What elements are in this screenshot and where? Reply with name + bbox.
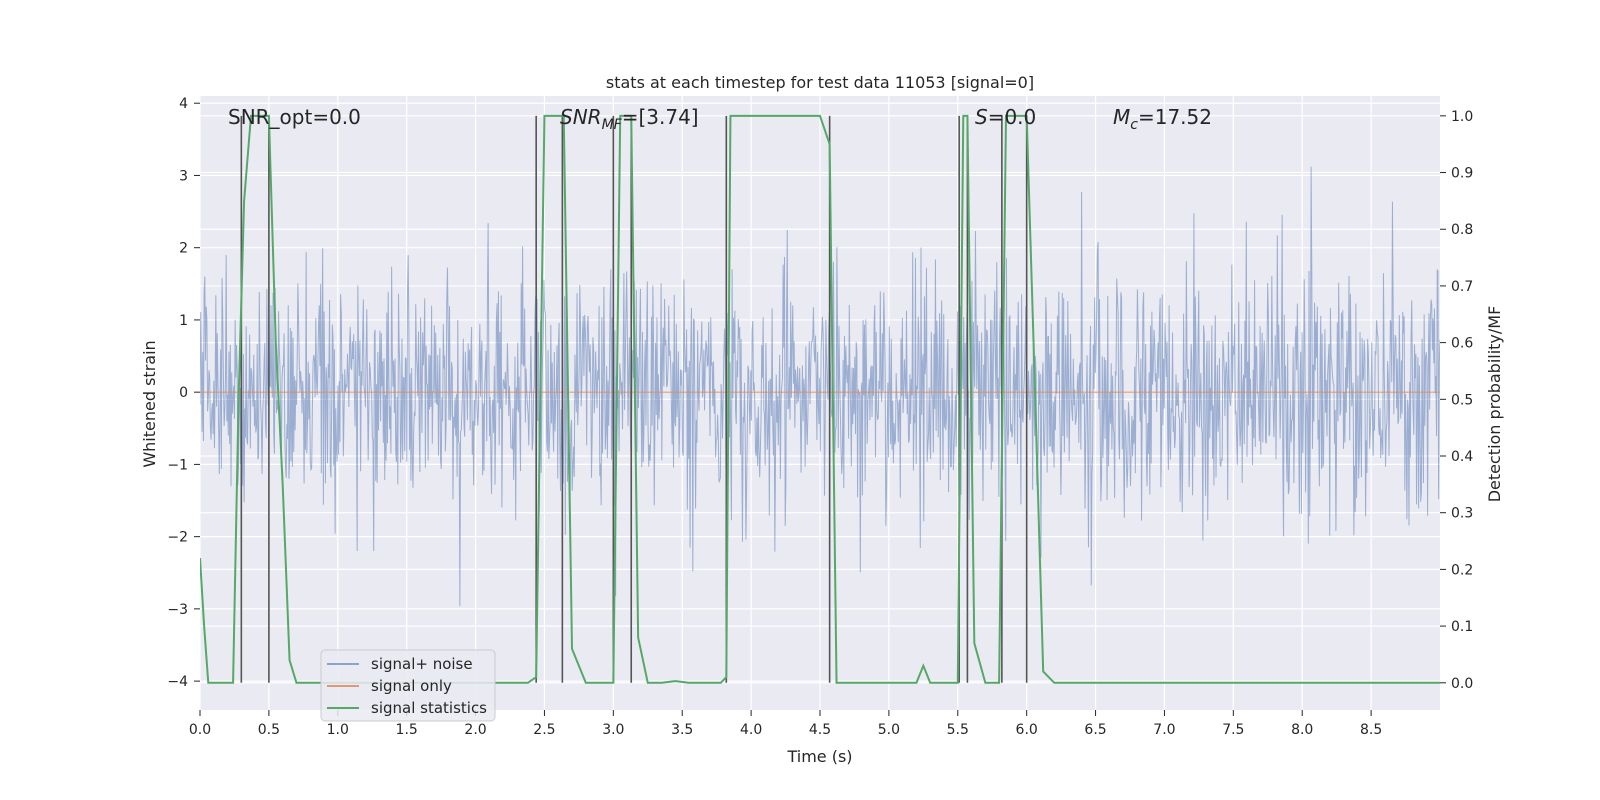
annotation-s-value: =0.0 — [988, 105, 1037, 129]
y-left-tick-label: 3 — [179, 168, 188, 184]
y-left-tick-label: 4 — [179, 96, 188, 112]
y-left-tick-label: 0 — [179, 385, 188, 401]
legend-label-noise: signal+ noise — [371, 655, 473, 673]
y-right-tick-label: 0.6 — [1451, 336, 1473, 352]
x-tick-label: 5.5 — [947, 722, 969, 738]
annotation-mc: Mc=17.52 — [1113, 105, 1212, 133]
annotation-snr-opt: SNR_opt=0.0 — [228, 105, 361, 129]
y-right-tick-label: 0.8 — [1451, 222, 1473, 238]
x-tick-label: 4.5 — [809, 722, 831, 738]
y-right-axis-ticks: 1.0 0.9 0.8 0.7 0.6 0.5 0.4 0.3 0.2 0.1 0.0 — [1440, 109, 1473, 692]
x-tick-label: 0.0 — [189, 722, 211, 738]
y-right-tick-label: 0.7 — [1451, 279, 1473, 295]
x-tick-label: 2.5 — [533, 722, 555, 738]
y-right-tick-label: 0.3 — [1451, 506, 1473, 522]
x-axis-ticks: 0.0 0.5 1.0 1.5 2.0 2.5 3.0 3.5 4.0 4.5 5.0 5.5 6.0 6… — [189, 710, 1382, 738]
y-left-tick-label: −3 — [167, 602, 188, 618]
chart-title: stats at each timestep for test data 110… — [606, 73, 1034, 92]
legend-label-signal-only: signal only — [371, 677, 452, 695]
y-right-tick-label: 0.9 — [1451, 166, 1473, 182]
x-tick-label: 7.5 — [1222, 722, 1244, 738]
x-tick-label: 3.5 — [671, 722, 693, 738]
y-right-tick-label: 0.4 — [1451, 449, 1473, 465]
x-tick-label: 5.0 — [878, 722, 900, 738]
annotation-mc-value: =17.52 — [1138, 105, 1212, 129]
annotation-mc-symbol: M — [1113, 105, 1130, 129]
annotation-snr-mf-symbol: SNR — [560, 105, 602, 129]
y-left-tick-label: 1 — [179, 313, 188, 329]
y-right-tick-label: 0.5 — [1451, 392, 1473, 408]
x-tick-label: 1.0 — [327, 722, 349, 738]
x-tick-label: 6.0 — [1016, 722, 1038, 738]
y-left-axis-title: Whitened strain — [140, 340, 159, 467]
annotation-snr-mf: SNRMF=[3.74] — [560, 105, 699, 133]
y-left-tick-label: −2 — [167, 530, 188, 546]
legend-box — [320, 649, 496, 722]
y-left-tick-label: 2 — [179, 241, 188, 257]
annotation-s: S=0.0 — [975, 105, 1036, 129]
annotation-s-symbol: S — [975, 105, 988, 129]
x-tick-label: 7.0 — [1153, 722, 1175, 738]
series-signal-statistics — [200, 114, 1440, 684]
x-tick-label: 8.5 — [1360, 722, 1382, 738]
x-tick-label: 1.5 — [396, 722, 418, 738]
x-tick-label: 8.0 — [1291, 722, 1313, 738]
y-left-tick-label: −4 — [167, 674, 188, 690]
y-right-tick-label: 0.1 — [1451, 619, 1473, 635]
x-tick-label: 0.5 — [258, 722, 280, 738]
x-axis-title: Time (s) — [786, 747, 852, 766]
x-tick-label: 6.5 — [1084, 722, 1106, 738]
legend-label-statistics: signal statistics — [371, 699, 487, 717]
y-left-tick-label: −1 — [167, 457, 188, 473]
y-right-tick-label: 0.0 — [1451, 676, 1473, 692]
y-right-tick-label: 1.0 — [1451, 109, 1473, 125]
x-tick-label: 3.0 — [602, 722, 624, 738]
x-tick-label: 2.0 — [464, 722, 486, 738]
y-right-axis-title: Detection probability/MF — [1485, 306, 1504, 503]
annotation-mc-subscript: c — [1130, 117, 1138, 133]
series-signal-plus-noise — [200, 166, 1440, 607]
x-tick-label: 4.0 — [740, 722, 762, 738]
detection-vertical-lines — [240, 115, 1028, 683]
y-left-axis-ticks: 4 3 2 1 0 −1 −2 −3 −4 — [167, 96, 200, 690]
annotation-snr-mf-subscript: MF — [602, 117, 623, 133]
legend: signal+ noise signal only signal statist… — [320, 649, 496, 722]
y-right-tick-label: 0.2 — [1451, 562, 1473, 578]
annotation-snr-mf-value: =[3.74] — [622, 105, 699, 129]
